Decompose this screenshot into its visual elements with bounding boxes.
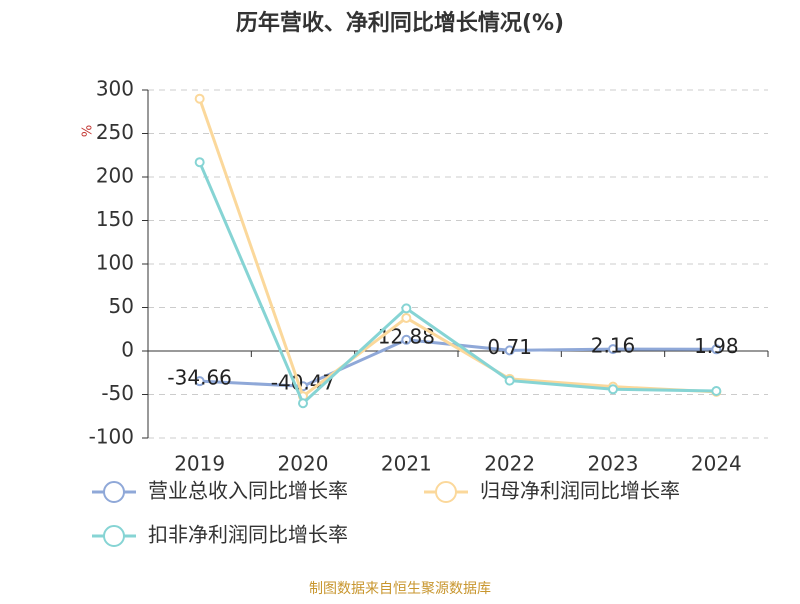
data-point bbox=[194, 93, 205, 104]
x-tick-label: 2021 bbox=[381, 452, 432, 476]
x-tick-label: 2020 bbox=[278, 452, 329, 476]
data-label: -34.66 bbox=[167, 366, 231, 390]
y-tick-label: 0 bbox=[121, 338, 134, 362]
y-tick-label: -100 bbox=[89, 425, 134, 449]
series-line bbox=[198, 98, 717, 399]
legend-label: 扣非净利润同比增长率 bbox=[148, 523, 348, 547]
data-point bbox=[608, 384, 618, 395]
data-label: 2.16 bbox=[591, 334, 636, 358]
legend-swatch bbox=[435, 481, 457, 503]
y-tick-label: 250 bbox=[96, 120, 134, 144]
legend-swatch bbox=[103, 525, 125, 547]
legend-swatch bbox=[103, 481, 125, 503]
y-axis-label: % bbox=[81, 125, 96, 137]
data-label: 1.98 bbox=[694, 334, 739, 358]
source-note: 制图数据来自恒生聚源数据库 bbox=[309, 581, 491, 597]
y-tick-label: 150 bbox=[96, 207, 134, 231]
data-point bbox=[711, 344, 722, 355]
y-tick-label: 50 bbox=[109, 294, 134, 318]
data-point bbox=[608, 344, 618, 355]
x-tick-label: 2019 bbox=[174, 452, 225, 476]
y-tick-label: 200 bbox=[96, 164, 134, 188]
data-point bbox=[194, 157, 205, 168]
y-tick-label: 300 bbox=[96, 77, 134, 101]
y-tick-label: 100 bbox=[96, 251, 134, 275]
data-label: 0.71 bbox=[487, 335, 532, 359]
data-point bbox=[504, 345, 515, 356]
x-tick-label: 2024 bbox=[691, 452, 742, 476]
y-tick-label: -50 bbox=[101, 381, 134, 405]
data-point bbox=[194, 376, 205, 387]
data-point bbox=[401, 312, 412, 323]
data-point bbox=[401, 334, 412, 345]
data-point bbox=[401, 303, 412, 314]
series-line bbox=[198, 161, 717, 406]
legend-label: 归母净利润同比增长率 bbox=[480, 479, 680, 503]
legend-label: 营业总收入同比增长率 bbox=[148, 479, 348, 503]
data-point bbox=[504, 375, 515, 386]
data-point bbox=[711, 386, 722, 397]
x-tick-label: 2023 bbox=[588, 452, 639, 476]
x-tick-label: 2022 bbox=[484, 452, 535, 476]
data-point bbox=[298, 398, 308, 409]
chart-title: 历年营收、净利同比增长情况(%) bbox=[236, 10, 564, 36]
